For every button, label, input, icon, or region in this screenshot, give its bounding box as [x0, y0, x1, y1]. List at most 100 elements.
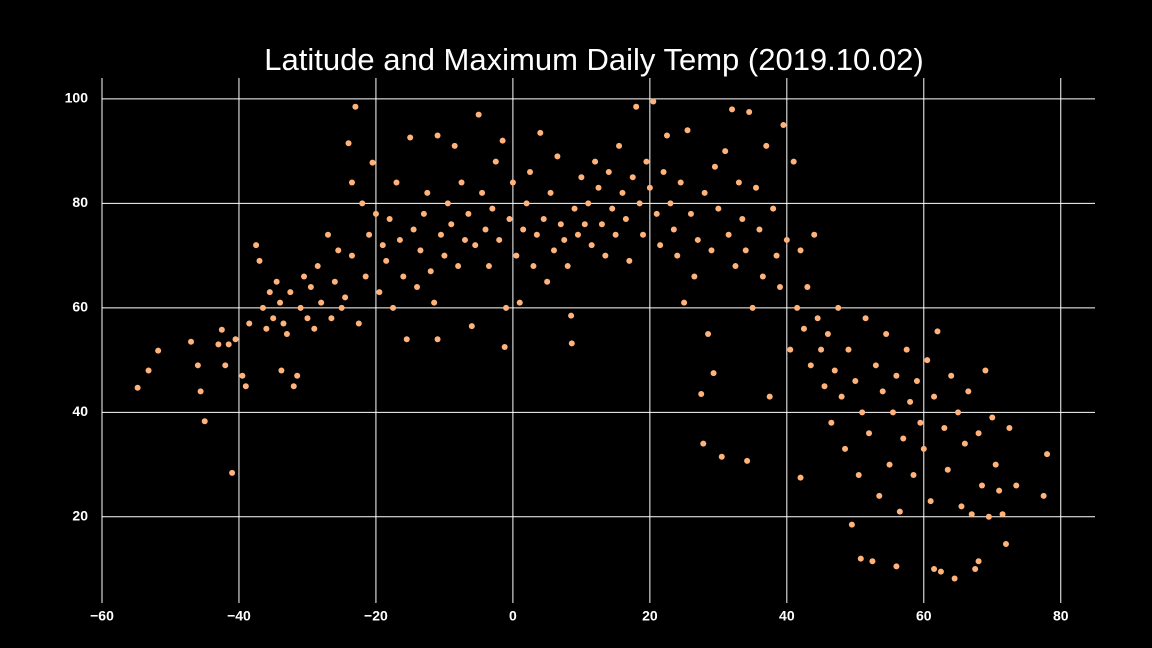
point — [797, 474, 804, 481]
point — [501, 344, 508, 351]
x-tick-label: −40 — [227, 608, 251, 624]
point — [348, 179, 355, 186]
point — [434, 132, 441, 139]
point — [787, 346, 794, 353]
point — [650, 98, 657, 105]
point — [366, 231, 373, 238]
point — [516, 299, 523, 306]
y-tick-label: 40 — [72, 403, 88, 419]
point — [857, 555, 864, 562]
point — [818, 346, 825, 353]
point — [266, 289, 273, 296]
point — [424, 189, 431, 196]
point — [417, 247, 424, 254]
point — [304, 315, 311, 322]
point — [574, 231, 581, 238]
point — [691, 273, 698, 280]
point — [407, 134, 414, 141]
point — [307, 283, 314, 290]
point — [270, 315, 277, 322]
point — [725, 231, 732, 238]
point — [540, 216, 547, 223]
point — [253, 242, 260, 249]
point — [848, 521, 855, 528]
point — [557, 221, 564, 228]
point — [698, 391, 705, 398]
point — [564, 263, 571, 270]
point — [383, 257, 390, 264]
point — [1013, 482, 1020, 489]
point — [145, 367, 152, 374]
point — [605, 169, 612, 176]
point — [646, 184, 653, 191]
point — [996, 487, 1003, 494]
point — [622, 216, 629, 223]
point — [197, 388, 204, 395]
point — [503, 304, 510, 311]
point — [931, 393, 938, 400]
point — [701, 189, 708, 196]
point — [568, 340, 575, 347]
point — [448, 221, 455, 228]
point — [294, 372, 301, 379]
point — [458, 179, 465, 186]
point — [735, 179, 742, 186]
point — [999, 511, 1006, 518]
point — [403, 336, 410, 343]
point — [715, 205, 722, 212]
point — [937, 568, 944, 575]
point — [533, 231, 540, 238]
point — [705, 330, 712, 337]
point — [883, 330, 890, 337]
point — [222, 362, 229, 369]
point — [729, 106, 736, 113]
point — [225, 341, 232, 348]
point — [896, 508, 903, 515]
point — [527, 169, 534, 176]
point — [544, 278, 551, 285]
point — [194, 362, 201, 369]
point — [979, 482, 986, 489]
point — [396, 236, 403, 243]
point — [619, 189, 626, 196]
point — [578, 174, 585, 181]
point — [359, 200, 366, 207]
y-tick-label: 20 — [72, 508, 88, 524]
point — [472, 242, 479, 249]
point — [550, 247, 557, 254]
point — [218, 326, 225, 333]
point — [790, 158, 797, 165]
point — [318, 299, 325, 306]
point — [581, 221, 588, 228]
point — [907, 398, 914, 405]
point — [866, 430, 873, 437]
point — [913, 377, 920, 384]
point — [369, 159, 376, 166]
point — [1044, 451, 1051, 458]
point — [509, 179, 516, 186]
point — [710, 370, 717, 377]
point — [468, 323, 475, 330]
point — [537, 129, 544, 136]
x-tick-label: −20 — [364, 608, 388, 624]
point — [475, 111, 482, 118]
point — [677, 179, 684, 186]
point — [992, 461, 999, 468]
point — [663, 132, 670, 139]
point — [783, 236, 790, 243]
point — [958, 503, 965, 510]
point — [879, 388, 886, 395]
point — [804, 283, 811, 290]
point — [188, 338, 195, 345]
point — [694, 236, 701, 243]
point — [345, 140, 352, 147]
point — [684, 127, 691, 134]
point — [616, 142, 623, 149]
point — [722, 148, 729, 155]
point — [585, 200, 592, 207]
point — [657, 242, 664, 249]
point — [496, 236, 503, 243]
point — [814, 315, 821, 322]
point — [427, 268, 434, 275]
point — [263, 325, 270, 332]
